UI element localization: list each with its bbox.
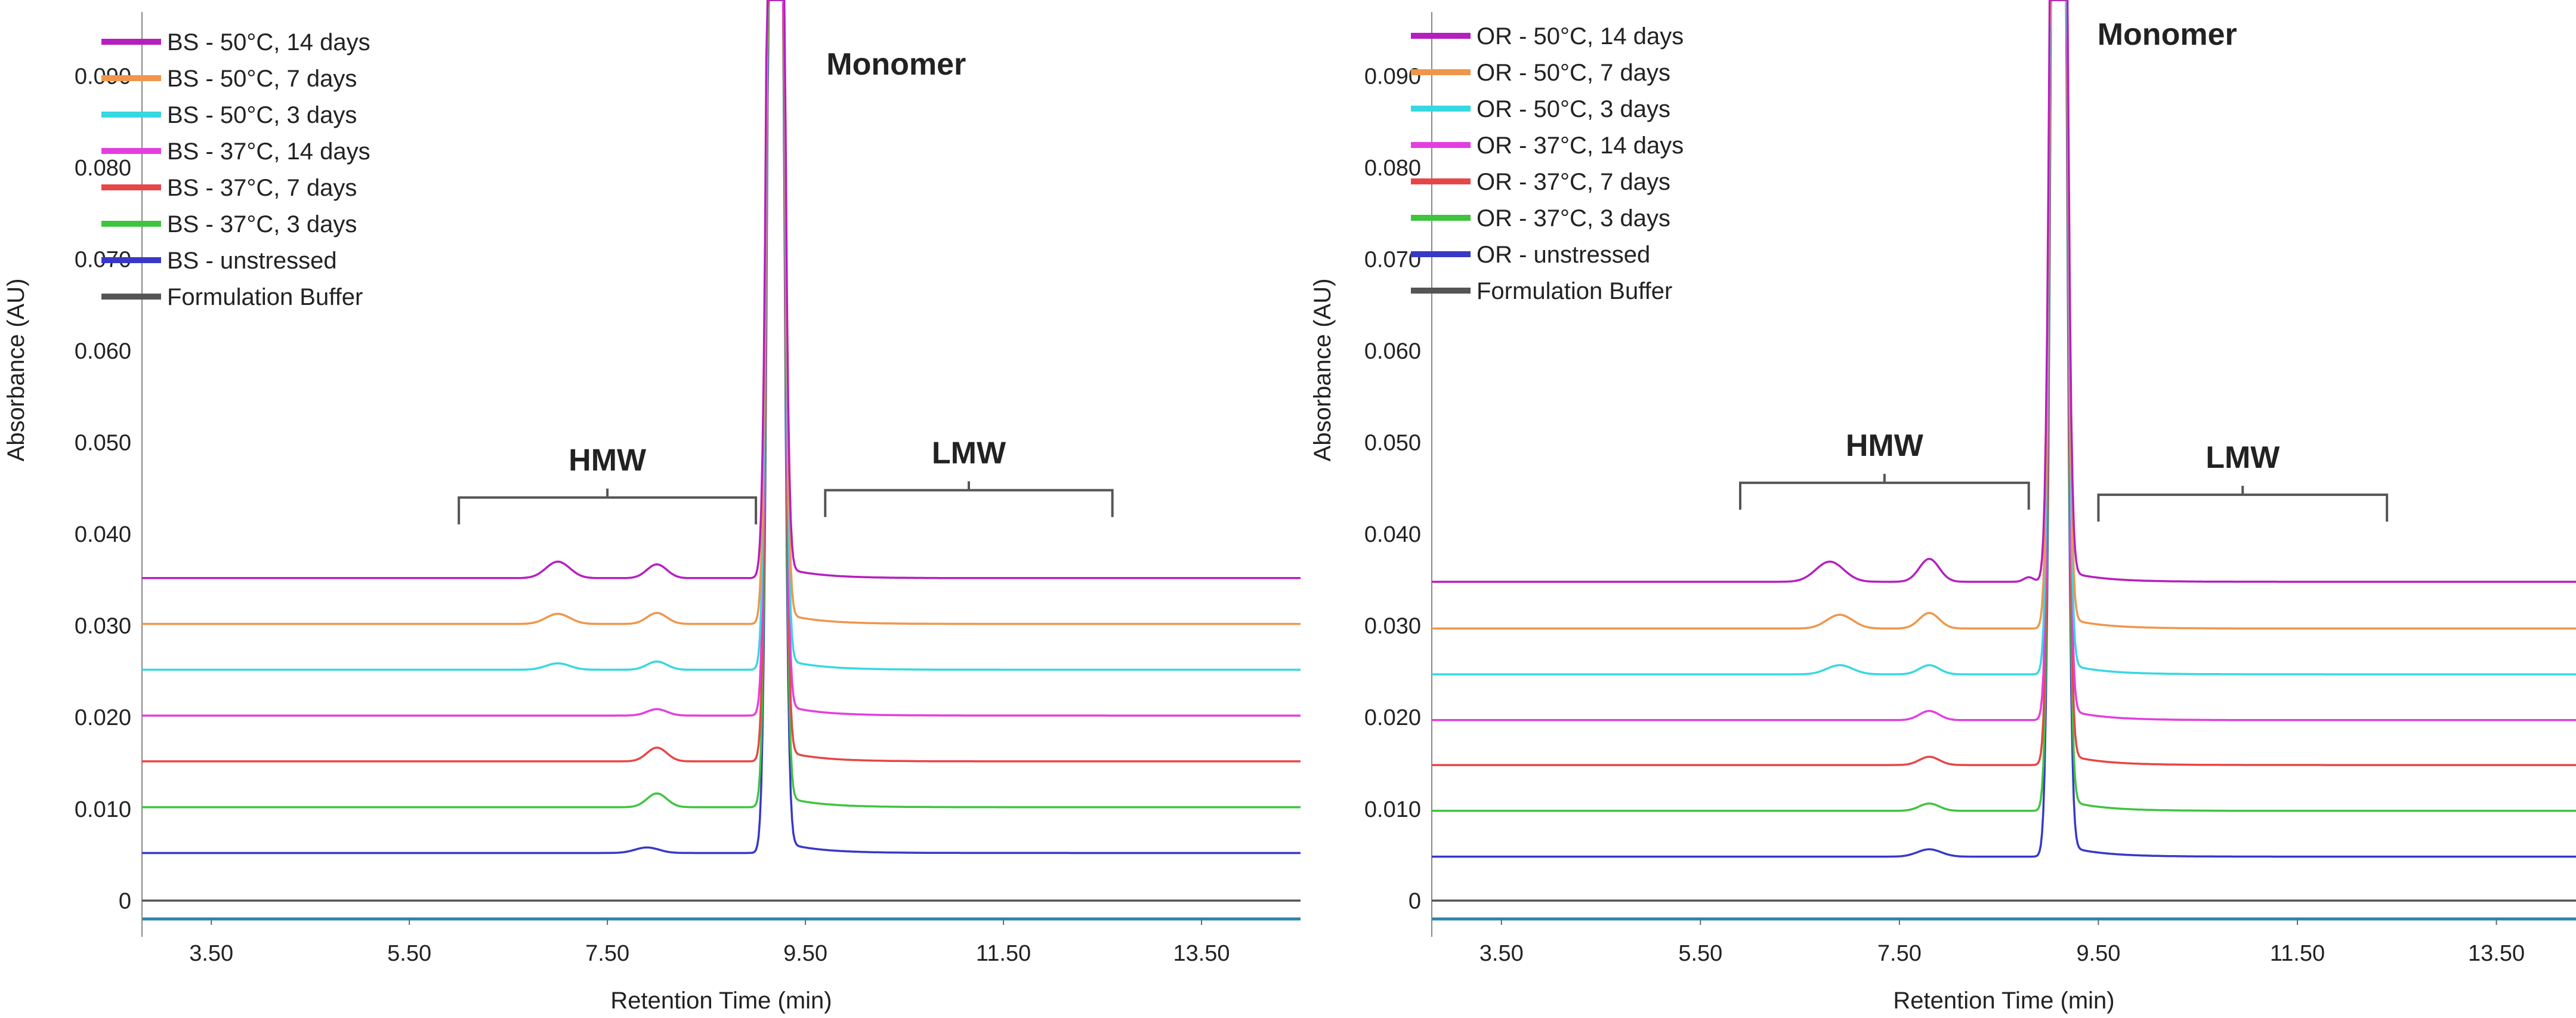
left-y-tick-label: 0.080: [75, 156, 131, 181]
right-series-line: [1432, 0, 2576, 812]
left-legend-label: BS - 50°C, 3 days: [167, 102, 357, 128]
right-series-line: [1432, 0, 2576, 858]
left-x-tick-label: 9.50: [783, 941, 827, 966]
right-legend-label: OR - 37°C, 7 days: [1477, 169, 1670, 195]
left-x-tick-label: 5.50: [387, 941, 431, 966]
left-series-line: [142, 0, 1301, 579]
right-y-tick-label: 0.030: [1364, 614, 1421, 639]
right-x-tick-label: 9.50: [2076, 941, 2120, 966]
right-legend-label: OR - 50°C, 7 days: [1477, 60, 1670, 86]
left-y-tick-label: 0.050: [75, 431, 131, 456]
left-lmw-label: LMW: [932, 436, 1006, 470]
left-lmw-bracket: [824, 481, 1114, 517]
right-hmw-bracket: [1739, 474, 2030, 510]
right-legend-label: OR - 37°C, 3 days: [1477, 205, 1670, 232]
chromatogram-left-panel: 00.0100.0200.0300.0400.0500.0600.0700.08…: [3, 0, 1301, 1014]
left-x-tick-label: 13.50: [1173, 941, 1230, 966]
right-legend-label: OR - 50°C, 3 days: [1477, 96, 1670, 122]
left-x-tick-label: 7.50: [585, 941, 629, 966]
right-x-tick-label: 11.50: [2270, 941, 2325, 966]
right-x-tick-label: 13.50: [2468, 941, 2525, 966]
right-x-tick-label: 5.50: [1678, 941, 1722, 966]
left-legend-label: BS - 50°C, 7 days: [167, 66, 357, 92]
right-lmw-bracket: [2097, 486, 2389, 522]
right-hmw-label: HMW: [1846, 428, 1924, 463]
left-monomer-label: Monomer: [826, 47, 966, 82]
left-hmw-label: HMW: [569, 443, 647, 478]
left-legend-label: BS - unstressed: [167, 248, 337, 274]
right-series-line: [1432, 0, 2576, 721]
right-x-tick-label: 7.50: [1877, 941, 1922, 966]
right-y-tick-label: 0: [1409, 889, 1421, 914]
right-y-tick-label: 0.040: [1364, 522, 1421, 547]
right-y-tick-label: 0.090: [1364, 64, 1421, 89]
left-series-line: [142, 0, 1301, 717]
left-hmw-bracket: [458, 488, 758, 525]
left-legend-label: BS - 37°C, 14 days: [167, 138, 370, 165]
right-series-line: [1432, 0, 2576, 630]
left-y-tick-label: 0.060: [75, 339, 131, 364]
chromatogram-left-chart: 00.0100.0200.0300.0400.0500.0600.0700.08…: [3, 0, 1301, 1014]
left-y-tick-label: 0.030: [75, 614, 131, 639]
right-y-tick-label: 0.080: [1364, 156, 1421, 181]
left-y-axis-title: Absorbance (AU): [3, 279, 29, 462]
right-y-tick-label: 0.020: [1364, 705, 1421, 730]
right-x-axis-title: Retention Time (min): [1893, 988, 2114, 1014]
left-y-tick-label: 0.020: [75, 705, 131, 730]
right-x-tick-label: 3.50: [1479, 941, 1524, 966]
left-legend-label: Formulation Buffer: [167, 284, 363, 310]
left-y-tick-label: 0: [119, 889, 131, 914]
right-legend-label: OR - unstressed: [1477, 242, 1650, 268]
chromatogram-right-chart: 0 0.010 0.020 0.030 0.040 0.050 0.060 0.070 0.08…: [1309, 0, 2576, 1014]
right-legend-label: Formulation Buffer: [1477, 278, 1672, 304]
right-y-tick-label: 0.070: [1364, 248, 1421, 273]
left-series-line: [142, 0, 1301, 854]
right-y-tick-label: 0.050: [1364, 431, 1421, 456]
left-legend-label: BS - 37°C, 7 days: [167, 175, 357, 201]
left-series-line: [142, 0, 1301, 625]
left-y-tick-label: 0.040: [75, 522, 131, 547]
right-lmw-label: LMW: [2206, 440, 2280, 475]
right-legend-label: OR - 37°C, 14 days: [1477, 132, 1684, 159]
left-series-line: [142, 0, 1301, 671]
right-y-tick-label: 0.010: [1364, 797, 1421, 822]
left-x-tick-label: 11.50: [976, 941, 1031, 966]
right-series-line: [1432, 0, 2576, 766]
right-series-line: [1432, 0, 2576, 675]
right-legend-label: OR - 50°C, 14 days: [1477, 23, 1684, 50]
right-y-axis-title: Absorbance (AU): [1309, 279, 1336, 462]
left-x-axis-title: Retention Time (min): [610, 988, 832, 1014]
left-x-tick-label: 3.50: [189, 941, 233, 966]
left-legend-label: BS - 50°C, 14 days: [167, 29, 370, 55]
chromatogram-right-panel: 0 0.010 0.020 0.030 0.040 0.050 0.060 0.070 0.08…: [1306, 0, 2576, 1018]
right-y-tick-label: 0.060: [1364, 339, 1421, 364]
left-legend-label: BS - 37°C, 3 days: [167, 211, 357, 237]
right-monomer-label: Monomer: [2098, 17, 2237, 52]
right-series-line: [1432, 0, 2576, 583]
left-series-line: [142, 0, 1301, 763]
left-series-line: [142, 0, 1301, 809]
left-y-tick-label: 0.010: [75, 797, 131, 822]
